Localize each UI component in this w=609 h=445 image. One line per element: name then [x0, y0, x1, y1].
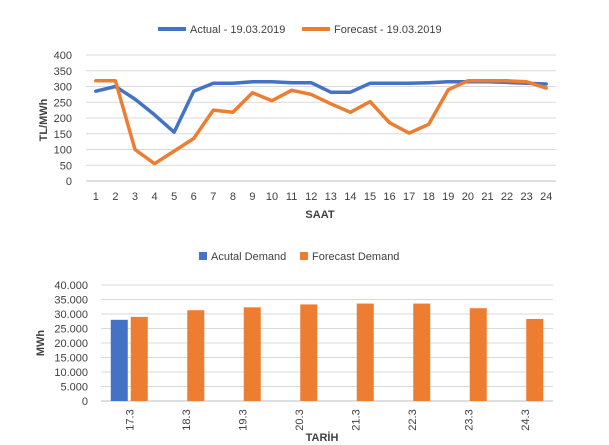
bar-forecast-demand [526, 318, 544, 401]
line-chart-y-ticks: 0 50 100 150 200 250 300 350 400 [54, 50, 72, 188]
bar-chart-x-axis-label: TARİH [306, 431, 339, 444]
line-chart-x-tick-label: 12 [305, 191, 317, 203]
bar-chart-x-tick-label: 19.3 [237, 409, 249, 430]
line-chart-x-tick-label: 22 [501, 191, 513, 203]
line-chart-x-tick-label: 2 [112, 191, 118, 203]
line-chart-x-tick-label: 6 [191, 191, 197, 203]
line-chart-series [94, 79, 548, 166]
line-chart-x-tick-label: 20 [462, 191, 474, 203]
bar-forecast-demand [187, 310, 205, 401]
bar-chart: Acutal Demand Forecast Demand 0 5.000 10.0… [35, 251, 553, 444]
line-chart-x-tick-label: 5 [171, 191, 177, 203]
series-line-forecast [94, 79, 548, 166]
line-chart-x-tick-label: 23 [521, 191, 533, 203]
line-chart-y-tick-label: 400 [54, 50, 72, 62]
line-chart-x-tick-label: 19 [442, 191, 454, 203]
line-chart-x-tick-label: 9 [249, 191, 255, 203]
bar-chart-bars [110, 303, 544, 401]
line-chart-x-axis-label: SAAT [305, 209, 334, 221]
bar-chart-x-tick-label: 20.3 [294, 409, 306, 430]
line-chart-y-tick-label: 150 [54, 129, 72, 141]
line-chart-y-tick-label: 50 [60, 160, 72, 172]
legend-swatch-actual-demand [199, 252, 207, 260]
bar-chart-y-tick-label: 15.000 [54, 353, 88, 365]
bar-chart-y-ticks: 0 5.000 10.000 15.000 20.000 25.000 30.000 35.0… [54, 280, 88, 408]
legend-label-forecast-demand: Forecast Demand [312, 251, 399, 263]
bar-chart-y-tick-label: 20.000 [54, 338, 88, 350]
line-chart-x-tick-label: 10 [266, 191, 278, 203]
line-chart-x-tick-label: 18 [423, 191, 435, 203]
line-chart-x-ticks: 1 2 3 4 5 6 7 8 9 10 11 12 13 14 15 16 17 18 19 20 21 22 23 24 [93, 191, 553, 203]
line-chart-x-tick-label: 7 [210, 191, 216, 203]
bar-forecast-demand [356, 303, 374, 401]
line-chart-y-tick-label: 200 [54, 113, 72, 125]
line-chart-y-tick-label: 250 [54, 97, 72, 109]
bar-chart-y-tick-label: 30.000 [54, 309, 88, 321]
bar-chart-y-tick-label: 25.000 [54, 324, 88, 336]
line-chart-x-tick-label: 11 [286, 191, 297, 203]
legend-label-forecast: Forecast - 19.03.2019 [334, 24, 442, 36]
bar-forecast-demand [413, 303, 431, 401]
bar-chart-x-tick-label: 24.3 [520, 409, 532, 430]
bar-forecast-demand [300, 304, 318, 401]
line-chart-x-tick-label: 13 [325, 191, 337, 203]
bar-actual-demand [110, 319, 128, 401]
line-chart-y-tick-label: 300 [54, 82, 72, 94]
bar-chart-x-tick-label: 23.3 [463, 409, 475, 430]
bar-chart-x-tick-label: 17.3 [124, 409, 136, 430]
line-chart-legend: Actual - 19.03.2019 Forecast - 19.03.201… [158, 24, 442, 36]
line-chart-x-tick-label: 3 [132, 191, 138, 203]
bar-chart-x-tick-label: 21.3 [350, 409, 362, 430]
line-chart-y-tick-label: 0 [66, 176, 72, 188]
bar-chart-legend: Acutal Demand Forecast Demand [199, 251, 399, 263]
legend-swatch-forecast-demand [300, 252, 308, 260]
line-chart-x-tick-label: 8 [230, 191, 236, 203]
bar-chart-x-tick-label: 18.3 [181, 409, 193, 430]
bar-chart-y-tick-label: 5.000 [60, 382, 88, 394]
bar-chart-y-axis-label: MWh [35, 330, 47, 357]
bar-forecast-demand [243, 307, 261, 401]
line-chart-x-tick-label: 21 [481, 191, 493, 203]
bar-chart-y-tick-label: 10.000 [54, 367, 88, 379]
bar-chart-x-tick-label: 22.3 [407, 409, 419, 430]
bar-forecast-demand [469, 308, 487, 401]
line-chart-x-tick-label: 4 [151, 191, 157, 203]
legend-label-actual-demand: Acutal Demand [211, 251, 286, 263]
bar-forecast-demand [130, 316, 148, 401]
line-chart: Actual - 19.03.2019 Forecast - 19.03.201… [38, 24, 556, 221]
line-chart-y-tick-label: 100 [54, 145, 72, 157]
line-chart-x-tick-label: 16 [383, 191, 395, 203]
series-line-actual [94, 80, 548, 134]
bar-chart-y-tick-label: 35.000 [54, 295, 88, 307]
bar-chart-y-tick-label: 0 [82, 396, 88, 408]
line-chart-y-axis-label: TL/MWh [38, 98, 50, 141]
line-chart-x-tick-label: 15 [364, 191, 376, 203]
line-chart-x-tick-label: 14 [344, 191, 356, 203]
bar-chart-x-ticks: 17.3 18.3 19.3 20.3 21.3 22.3 23.3 24.3 [124, 409, 532, 430]
line-chart-x-tick-label: 17 [403, 191, 415, 203]
line-chart-x-tick-label: 24 [540, 191, 552, 203]
line-chart-y-tick-label: 350 [54, 66, 72, 78]
line-chart-x-tick-label: 1 [93, 191, 99, 203]
legend-label-actual: Actual - 19.03.2019 [190, 24, 285, 36]
bar-chart-y-tick-label: 40.000 [54, 280, 88, 292]
